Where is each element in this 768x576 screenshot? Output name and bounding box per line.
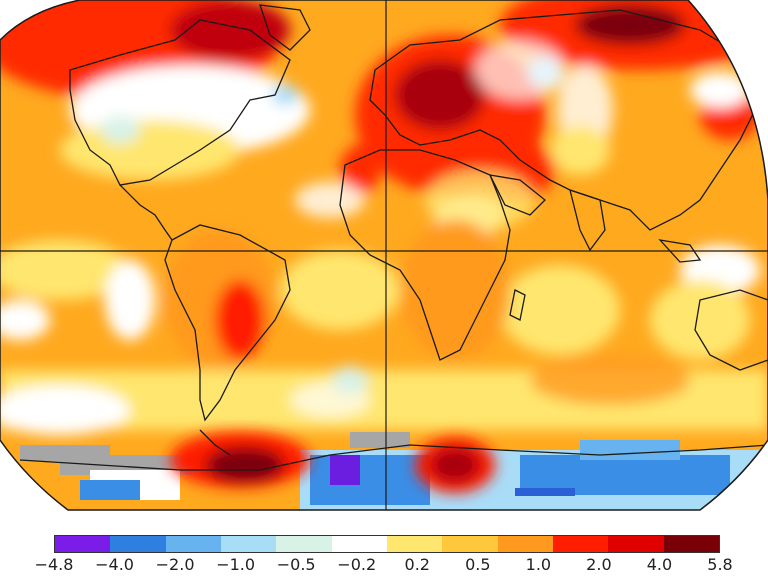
color-swatch [663,536,719,552]
color-scale-tick-label: −0.5 [276,555,316,574]
color-swatch [165,536,221,552]
color-scale-tick-label: 0.5 [465,555,491,574]
southeast-asia-coastline [658,239,702,263]
antarctica-coastline [19,444,768,471]
australia-coastline [694,289,768,371]
tropical-atlantic-neutral [295,182,365,218]
antarctic-cold [580,440,680,460]
eurasia-coastline [369,9,761,231]
color-swatch [608,536,664,552]
color-scale-tick-label: 4.0 [646,555,673,574]
color-scale-tick-label: −4.8 [34,555,74,574]
antarctic-cold [310,455,430,505]
antarctic-hot-blobs [170,432,495,493]
arctic-hot-core [170,0,290,60]
south-atlantic-yellow [280,250,400,330]
antarctica-anomaly [20,432,768,510]
southern-ocean-neutral [0,385,130,435]
color-swatch [442,536,498,552]
temperature-anomaly-map [0,0,768,511]
color-scale-tick-label: −1.0 [216,555,256,574]
south-indian-warm [530,355,690,405]
antarctic-very-cold [515,488,575,496]
color-swatch [497,536,553,552]
south-america-hot [215,280,265,360]
north-america-cool [100,116,140,144]
color-scale-tick-label: −0.2 [337,555,377,574]
color-swatch [220,536,277,552]
atlantic-cool [271,85,299,105]
europe-hot-core [395,60,485,130]
color-scale-tick-label: −2.0 [155,555,195,574]
antarctic-peninsula-coastline [199,429,231,456]
color-scale-tick-label: 1.0 [525,555,552,574]
color-scale-tick-label: 5.8 [707,555,733,574]
south-pacific-neutral [0,300,50,340]
indian-ocean-yellow [500,265,620,355]
madagascar-coastline [509,289,526,321]
east-asia-yellow [550,125,610,175]
south-america-coastline [164,224,291,422]
africa-warm [400,220,510,360]
north-africa-hot [340,145,380,195]
antarctic-very-cold [330,455,360,485]
color-scale-tick-label: 0.2 [404,555,430,574]
coastlines [19,4,768,471]
africa-coastline [339,149,511,361]
globe-outline [0,0,768,511]
far-east-neutral [690,72,750,108]
east-pacific-neutral [105,260,155,340]
scandinavia-neutral [475,40,565,100]
north-america-coastline [69,19,291,186]
color-scale-tick-label: 2.0 [586,555,612,574]
siberia-hot-core [575,5,685,45]
color-swatch [55,536,111,552]
greenland-coastline [259,4,311,51]
world-map [0,0,768,511]
antarctic-cold [80,480,140,500]
anomaly-blobs [0,0,768,435]
west-pacific-yellow [650,280,750,360]
india-coastline [569,189,606,252]
color-scale-tick-label: −4.0 [95,555,134,574]
arabia-yellow [425,170,535,230]
anomaly-field [0,0,768,510]
central-america-coastline [119,184,173,241]
color-swatch [386,536,443,552]
north-america-yellow [60,120,240,180]
color-scale-ticks: −4.8 −4.0 −2.0 −1.0 −0.5 −0.2 0.2 0.5 1.0 2.0 4.0 5… [0,553,768,576]
antarctic-no-data [350,432,410,448]
south-pacific-cool [332,366,368,394]
equatorial-pacific-yellow [0,240,130,300]
color-swatch [110,536,166,552]
antarctic-hot-core [430,447,480,483]
color-swatch [552,536,609,552]
antarctic-hot-core [205,447,285,483]
color-swatch [331,536,387,552]
arabia-coastline [488,174,546,216]
color-scale-bar [54,535,720,553]
color-swatch [276,536,332,552]
